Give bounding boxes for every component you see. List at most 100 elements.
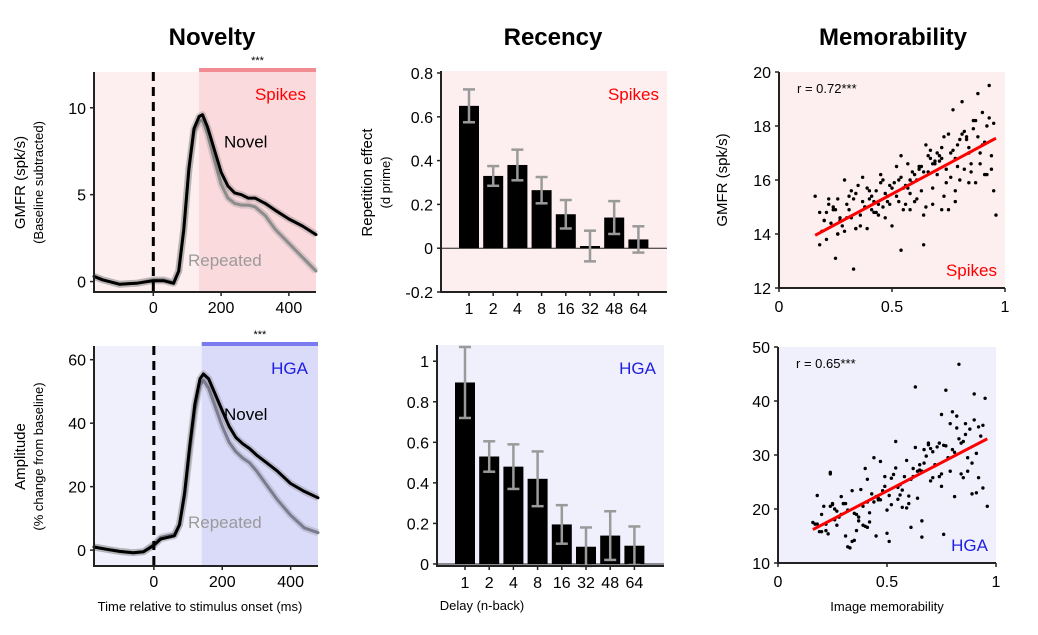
scatter-point	[921, 170, 926, 174]
scatter-point	[940, 156, 944, 161]
scatter-point	[872, 500, 876, 504]
scatter-point	[974, 451, 979, 456]
plot-background	[779, 72, 1005, 288]
scatter-point	[833, 256, 838, 260]
y-tick-label: 0	[424, 241, 433, 258]
scatter-point	[982, 172, 987, 177]
scatter-point	[836, 197, 840, 201]
scatter-point	[969, 170, 973, 174]
x-tick-label: 200	[208, 300, 235, 317]
condition-label: Spikes	[255, 85, 306, 104]
scatter-point	[985, 124, 989, 128]
scatter-point	[939, 484, 944, 489]
scatter-point	[937, 441, 942, 445]
column-title-memorability: Memorability	[819, 24, 968, 51]
scatter-point	[892, 181, 896, 185]
scatter-point	[930, 202, 935, 206]
y-tick-label: 0.8	[407, 395, 429, 412]
y-tick-label: 1	[420, 354, 429, 371]
x-tick-label: 0	[774, 574, 783, 591]
scatter-point	[972, 418, 976, 422]
scatter-point	[911, 466, 915, 471]
scatter-point	[922, 461, 926, 465]
scatter-point	[836, 232, 840, 236]
scatter-point	[957, 437, 961, 441]
scatter-point	[826, 532, 830, 536]
scatter-point	[937, 159, 942, 163]
scatter-point	[902, 474, 907, 479]
scatter-point	[909, 525, 913, 530]
scatter-point	[946, 208, 951, 212]
scatter-point	[838, 216, 842, 220]
scatter-point	[897, 199, 901, 204]
scatter-point	[924, 143, 928, 147]
y-tick-label: 0.2	[411, 197, 433, 214]
scatter-point	[962, 129, 967, 134]
scatter-point	[824, 210, 829, 215]
bar-8	[527, 478, 548, 564]
scatter-point	[885, 531, 889, 535]
scatter-point	[939, 412, 944, 417]
scatter-point	[957, 362, 961, 366]
scatter-point	[890, 224, 894, 228]
scatter-point	[900, 505, 904, 510]
scatter-point	[940, 208, 944, 212]
scatter-point	[952, 450, 957, 454]
scatter-point	[948, 421, 952, 426]
scatter-point	[926, 154, 930, 158]
scatter-point	[974, 491, 979, 495]
scatter-point	[867, 511, 872, 515]
x-tick-label: 48	[605, 301, 623, 318]
y-axis-label: Repetition effect	[359, 128, 376, 237]
scatter-point	[842, 229, 847, 233]
scatter-point	[860, 199, 865, 204]
scatter-point	[867, 520, 872, 524]
scatter-point	[879, 172, 883, 177]
scatter-point	[831, 205, 835, 209]
scatter-point	[833, 208, 838, 212]
scatter-point	[928, 446, 933, 451]
scatter-point	[835, 523, 839, 527]
scatter-point	[904, 506, 909, 510]
scatter-point	[955, 426, 959, 430]
scatter-point	[907, 494, 911, 498]
y-tick-label: 0	[77, 275, 86, 292]
scatter-point	[970, 461, 974, 465]
x-tick-label: 8	[533, 575, 542, 592]
bar-4	[503, 466, 524, 564]
series-label-repeated: Repeated	[188, 513, 262, 532]
scatter-point	[951, 108, 955, 112]
y-tick-label: 20	[753, 65, 771, 82]
y-tick-label: 0.8	[411, 66, 433, 83]
scatter-point	[935, 172, 939, 177]
bar-1	[459, 105, 479, 249]
scatter-point	[958, 137, 962, 142]
scatter-point	[978, 162, 982, 166]
scatter-point	[832, 507, 837, 511]
x-tick-label: 4	[509, 575, 518, 592]
scatter-point	[896, 497, 900, 501]
scatter-point	[856, 515, 861, 519]
scatter-point	[931, 475, 935, 480]
y-tick-label: 20	[68, 480, 86, 497]
scatter-point	[963, 432, 968, 437]
scatter-point	[935, 445, 939, 449]
scatter-point	[851, 197, 856, 201]
condition-label: Spikes	[608, 85, 659, 104]
scatter-point	[953, 199, 957, 204]
scatter-point	[921, 213, 926, 217]
y-tick-label: 10	[68, 101, 86, 118]
scatter-point	[931, 450, 935, 454]
scatter-point	[944, 444, 948, 448]
series-line-novel	[92, 113, 318, 286]
scatter-point	[930, 186, 935, 190]
scatter-point	[920, 519, 924, 523]
scatter-point	[971, 127, 976, 131]
x-tick-label: 2	[489, 301, 498, 318]
scatter-point	[908, 208, 912, 212]
scatter-point	[972, 392, 976, 396]
scatter-point	[980, 110, 985, 115]
scatter-point	[912, 199, 917, 204]
x-axis-label: Delay (n-back)	[440, 598, 525, 613]
scatter-point	[885, 199, 890, 204]
